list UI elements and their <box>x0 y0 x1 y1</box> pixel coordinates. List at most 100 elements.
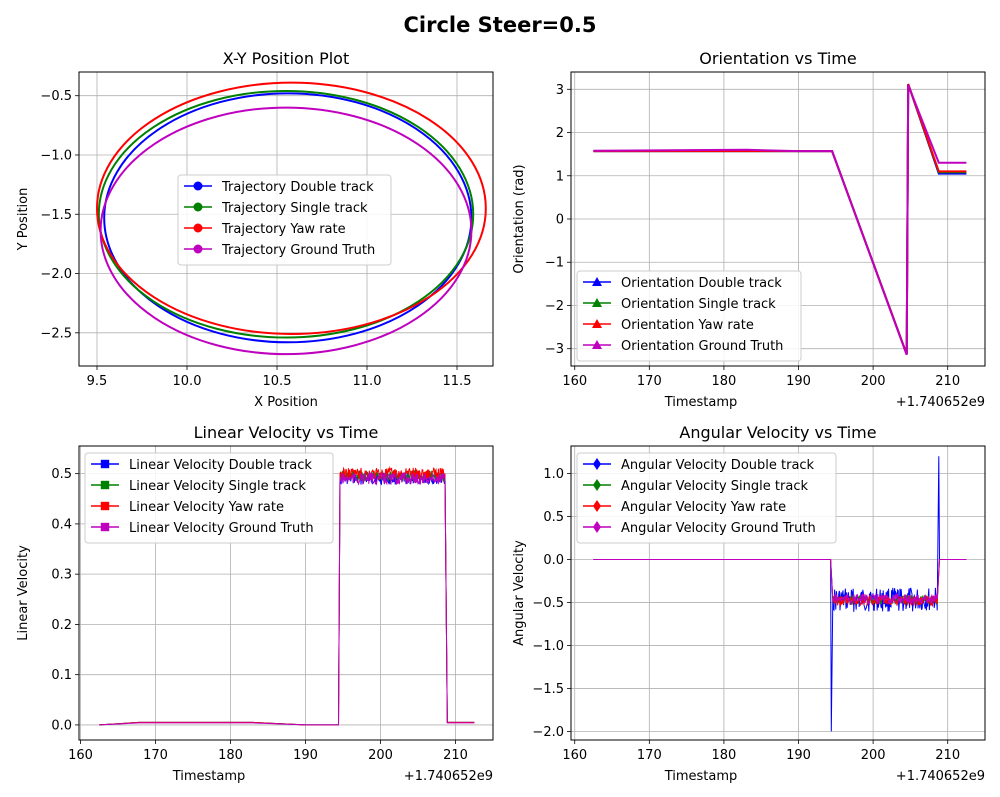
legend-label-1: Angular Velocity Single track <box>621 479 808 494</box>
x-tick-label: 11.5 <box>443 374 472 389</box>
legend: Linear Velocity Double track Linear Veloc… <box>84 452 334 544</box>
x-tick-label: 160 <box>562 374 587 389</box>
legend-marker-1 <box>193 202 203 212</box>
legend-label-2: Angular Velocity Yaw rate <box>621 500 786 515</box>
legend-box <box>177 174 392 266</box>
subplot-grid: 9.5 10.0 10.5 11.0 11.5−2.5−2.0−1.5−1.0−0.5X… <box>16 49 986 784</box>
legend-marker-2 <box>592 319 602 328</box>
x-axis-label: X Position <box>254 395 318 410</box>
subplot-orientation: 160 170 180 190 200 210 −3 −2 −1 0 1 2 3 Orientation … <box>512 49 986 410</box>
y-tick-label: −0.5 <box>40 89 72 104</box>
subplot-title: Linear Velocity vs Time <box>194 423 379 442</box>
legend-label-3: Linear Velocity Ground Truth <box>129 521 314 536</box>
x-tick-label: 10.0 <box>173 374 202 389</box>
legend-marker-3 <box>593 521 601 533</box>
axis-offset-text: +1.740652e9 <box>404 769 493 784</box>
y-tick-label: −1.0 <box>532 639 564 654</box>
legend-label-3: Orientation Ground Truth <box>621 339 783 354</box>
x-tick-label: 10.5 <box>263 374 292 389</box>
legend-marker-0 <box>593 458 601 470</box>
subplot-linear-velocity: 160 170 180 190 200 210 0.0 0.1 0.2 0.3 0.4 0.5 Line… <box>16 423 494 784</box>
series-line-3 <box>593 559 967 606</box>
series-line-1 <box>97 89 475 339</box>
x-tick-label: 200 <box>368 748 393 763</box>
y-tick-label: −2.5 <box>40 326 72 341</box>
series-line-3 <box>99 471 475 726</box>
legend-marker-2 <box>100 501 110 511</box>
x-tick-label: 210 <box>935 748 960 763</box>
legend-label-3: Angular Velocity Ground Truth <box>621 521 816 536</box>
legend-marker-0 <box>193 181 203 191</box>
y-axis-label: Y Position <box>16 188 31 252</box>
y-tick-label: −1.5 <box>532 682 564 697</box>
legend-marker-1 <box>100 480 110 490</box>
legend-label-0: Orientation Double track <box>621 276 782 291</box>
x-tick-label: 170 <box>637 748 662 763</box>
x-tick-label: 9.5 <box>87 374 108 389</box>
legend-label-1: Orientation Single track <box>621 297 776 312</box>
axes-frame <box>78 445 494 741</box>
x-axis-label: Timestamp <box>664 769 738 784</box>
subplot-xy-position: 9.5 10.0 10.5 11.0 11.5 −2.5 −2.0 −1.5 −1.0 −0.5 X… <box>16 49 494 410</box>
subplot-angular-velocity: 160 170 180 190 200 210 −2.0 −1.5 −1.0 −0.5 0.0 0.5… <box>512 423 986 784</box>
legend-marker-3 <box>100 522 110 532</box>
x-tick-label: 210 <box>443 748 468 763</box>
legend: Angular Velocity Double track Angular Vel… <box>576 452 837 544</box>
legend-marker-2 <box>193 223 203 233</box>
x-tick-label: 170 <box>637 374 662 389</box>
y-tick-label: 3 <box>556 83 564 98</box>
x-axis-label: Timestamp <box>172 769 246 784</box>
legend-label-0: Angular Velocity Double track <box>621 458 815 473</box>
series-line-2 <box>96 81 487 335</box>
y-tick-label: −1 <box>545 256 564 271</box>
y-tick-label: 1 <box>556 169 564 184</box>
subplot-title: X-Y Position Plot <box>223 49 349 68</box>
series-group <box>593 456 967 732</box>
legend: Trajectory Double track Trajectory Single… <box>177 174 392 266</box>
series-line-3 <box>593 84 967 356</box>
legend-label-2: Trajectory Yaw rate <box>221 222 346 237</box>
legend-label-1: Trajectory Single track <box>221 201 368 216</box>
legend-label-0: Linear Velocity Double track <box>129 458 312 473</box>
x-tick-label: 180 <box>712 748 737 763</box>
x-tick-label: 190 <box>786 374 811 389</box>
y-tick-label: 0.3 <box>51 568 72 583</box>
y-tick-label: −0.5 <box>532 596 564 611</box>
x-tick-label: 200 <box>861 374 886 389</box>
legend-label-2: Linear Velocity Yaw rate <box>129 500 284 515</box>
axes-frame <box>570 445 986 741</box>
y-axis-label: Angular Velocity <box>512 540 527 646</box>
x-tick-label: 11.0 <box>353 374 382 389</box>
y-tick-label: 0.4 <box>51 517 72 532</box>
legend-marker-3 <box>193 244 203 254</box>
y-axis-label: Orientation (rad) <box>512 164 527 273</box>
series-line-3 <box>99 106 473 356</box>
x-tick-label: 190 <box>786 748 811 763</box>
y-tick-label: 0 <box>556 213 564 228</box>
subplot-title: Angular Velocity vs Time <box>679 423 876 442</box>
legend-marker-0 <box>592 277 602 286</box>
y-tick-label: 0.5 <box>51 467 72 482</box>
x-tick-label: 170 <box>143 748 168 763</box>
x-axis-label: Timestamp <box>664 395 738 410</box>
y-tick-label: 0.5 <box>543 510 564 525</box>
legend-box <box>84 452 334 544</box>
series-group <box>99 465 475 726</box>
x-tick-label: 180 <box>712 374 737 389</box>
legend-marker-0 <box>100 459 110 469</box>
legend: Orientation Double track Orientation Sing… <box>576 270 802 362</box>
x-tick-label: 200 <box>861 748 886 763</box>
legend-marker-1 <box>593 479 601 491</box>
subplot-title: Orientation vs Time <box>699 49 856 68</box>
y-tick-label: −2.0 <box>532 725 564 740</box>
axis-offset-text: +1.740652e9 <box>896 769 985 784</box>
series-line-0 <box>103 92 473 344</box>
y-tick-label: 2 <box>556 126 564 141</box>
legend-label-0: Trajectory Double track <box>221 180 374 195</box>
figure-suptitle: Circle Steer=0.5 <box>404 13 597 37</box>
y-tick-label: 0.2 <box>51 618 72 633</box>
y-tick-label: −3 <box>545 342 564 357</box>
legend-label-2: Orientation Yaw rate <box>621 318 754 333</box>
